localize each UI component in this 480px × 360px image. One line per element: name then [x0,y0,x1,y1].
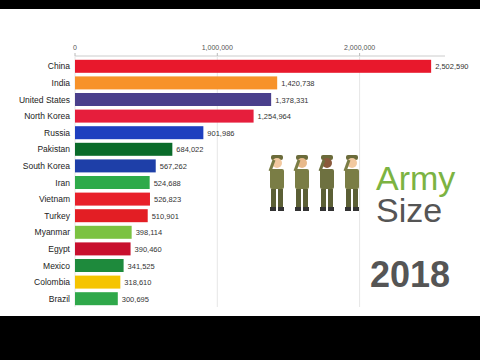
category-label: Egypt [48,244,70,254]
category-label: Vietnam [39,194,70,204]
data-label: 398,114 [136,228,163,237]
boot [295,207,301,211]
data-label: 526,823 [154,195,181,204]
arm [345,160,349,171]
soldier-icon [345,155,359,211]
category-label: Turkey [44,211,70,221]
tick-mark [217,53,218,56]
boot [278,207,284,211]
category-label: Iran [55,178,70,188]
category-label: Colombia [34,277,70,287]
data-label: 1,254,964 [258,112,291,121]
year-label: 2018 [370,254,450,295]
leg [271,189,276,207]
category-label: India [52,78,71,88]
leg [278,189,283,207]
leg [303,189,308,207]
x-axis-line [75,56,445,57]
data-label: 684,022 [176,145,203,154]
tick-mark [75,53,76,56]
torso [295,169,309,189]
boot [353,207,359,211]
bar [75,60,431,73]
grid-line [359,56,360,307]
chart-area [0,9,480,316]
leg [353,189,358,207]
bar [75,209,148,222]
data-label: 567,262 [160,162,187,171]
bar [75,126,203,139]
category-label: Brazil [49,294,70,304]
boot [320,207,326,211]
category-label: Mexico [43,261,70,271]
boot [345,207,351,211]
data-label: 2,502,590 [435,62,468,71]
arm [320,160,324,171]
leg [321,189,326,207]
category-label: Myanmar [35,227,71,237]
tick-label: 2,000,000 [344,44,375,51]
soldier-icon [320,155,334,211]
bar [75,76,277,89]
data-label: 510,901 [152,212,179,221]
data-label: 318,610 [124,278,151,287]
boot [303,207,309,211]
bar [75,242,131,255]
bar [75,93,271,106]
tick-label: 0 [73,44,77,51]
leg [346,189,351,207]
bar [75,110,254,123]
leg [296,189,301,207]
title: ArmySize [376,159,455,229]
data-label: 1,420,738 [281,79,314,88]
data-label: 300,695 [122,295,149,304]
tick-label: 1,000,000 [202,44,233,51]
boot [328,207,334,211]
data-label: 524,688 [154,179,181,188]
boot [270,207,276,211]
bar [75,159,156,172]
category-label: South Korea [23,161,71,171]
data-label: 901,986 [207,129,234,138]
arm [270,160,274,171]
chart: 0 1,000,000 2,000,000 China 2,502,590 India 1,… [0,0,480,360]
data-label: 341,525 [128,262,155,271]
bar [75,193,150,206]
data-label: 1,378,331 [275,96,308,105]
torso [345,169,359,189]
leg [328,189,333,207]
soldier-icon [295,155,309,211]
bar [75,176,150,189]
bar [75,143,172,156]
bar [75,259,124,272]
bar [75,292,118,305]
torso [320,169,334,189]
category-label: China [48,61,70,71]
torso [270,169,284,189]
title-word: Size [376,191,442,229]
tick-mark [359,53,360,56]
bar [75,226,132,239]
category-label: Russia [44,128,70,138]
bar [75,276,120,289]
category-label: United States [19,95,70,105]
arm [295,160,299,171]
data-label: 390,460 [135,245,162,254]
category-label: Pakistan [37,144,70,154]
category-label: North Korea [24,111,70,121]
soldier-icon [270,155,284,211]
frame [0,0,480,360]
